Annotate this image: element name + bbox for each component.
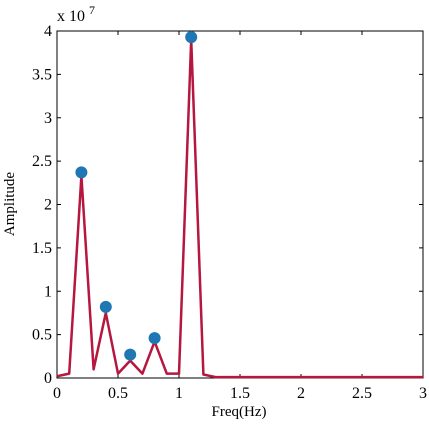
y-tick-label: 2.5: [32, 153, 52, 170]
peak-marker: [99, 300, 112, 313]
x-tick-label: 1.5: [230, 385, 250, 402]
x-tick-label: 3: [419, 385, 427, 402]
y-tick-label: 1.5: [32, 240, 52, 257]
y-tick-label: 4: [44, 23, 52, 40]
y-tick-label: 0: [44, 370, 52, 387]
peak-marker: [185, 31, 198, 44]
plot-layer: 0 0.5 1 1.5 2 2.5 3 0 0.5 1 1.5 2 2.5 3 3.5 4: [32, 23, 427, 402]
x-tick-label: 1: [175, 385, 183, 402]
plot-frame: [56, 30, 424, 379]
y-multiplier-label: x 10: [57, 8, 85, 25]
y-tick-label: 3.5: [32, 66, 52, 83]
y-tick-label: 0.5: [32, 327, 52, 344]
y-tick-label: 1: [44, 283, 52, 300]
y-multiplier-exponent: 7: [89, 3, 95, 17]
x-tick-label: 0: [53, 385, 61, 402]
peak-marker: [75, 166, 88, 179]
y-tick-label: 2: [44, 197, 52, 214]
y-axis-label: Amplitude: [2, 172, 18, 237]
x-axis-label: Freq(Hz): [212, 404, 267, 420]
x-tick-label: 2: [297, 385, 305, 402]
x-tick-label: 2.5: [352, 385, 372, 402]
peak-marker: [148, 332, 161, 345]
peak-marker: [124, 348, 137, 361]
y-tick-label: 3: [44, 110, 52, 127]
series-line: [56, 38, 423, 379]
x-tick-label: 0.5: [108, 385, 128, 402]
